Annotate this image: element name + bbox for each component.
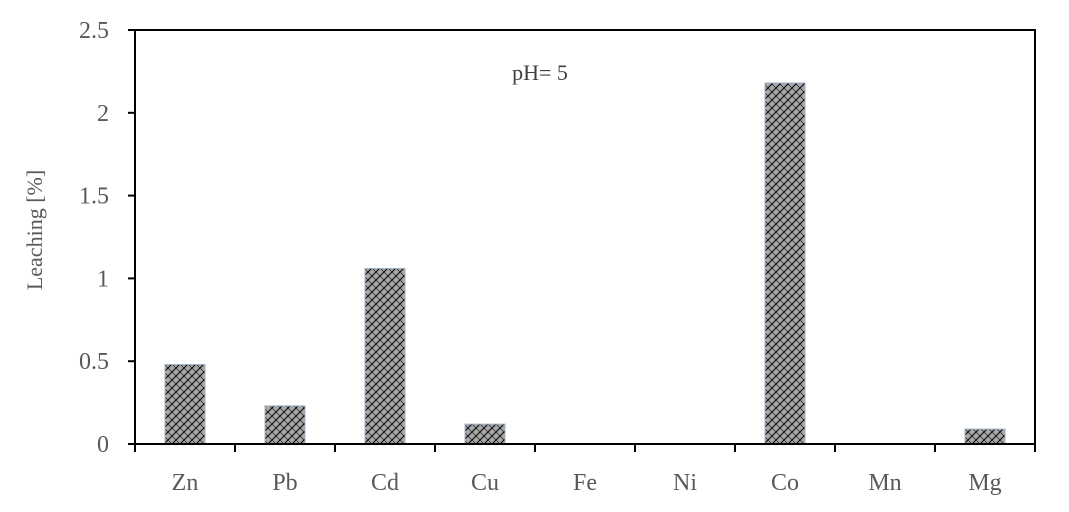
bars-group [164,82,1006,445]
x-tick-label-pb: Pb [272,470,297,496]
y-tick-label: 0 [97,432,109,458]
y-tick-label: 1.5 [79,184,109,210]
y-tick-label: 2 [97,101,109,127]
bar-mg [964,428,1006,445]
x-tick-label-cu: Cu [471,470,499,496]
y-tick-label: 2.5 [79,18,109,44]
x-tick-label-co: Co [771,470,799,496]
plot-frame [134,29,1036,445]
bar-cd [364,267,406,445]
x-axis: Zn Pb Cd Cu Fe Ni Co Mn Mg [134,444,1036,496]
x-tick-label-mg: Mg [968,470,1001,496]
x-tick-label-cd: Cd [371,470,399,496]
x-tick-label-fe: Fe [573,470,597,496]
y-axis-title: Leaching [%] [22,170,47,290]
y-axis: 0 0.5 1 1.5 2 2.5 [79,18,135,458]
bar-zn [164,364,206,445]
bar-pb [264,405,306,445]
ph-annotation: pH= 5 [512,60,568,85]
x-tick-label-ni: Ni [673,470,697,496]
x-tick-label-mn: Mn [868,470,901,496]
y-tick-label: 1 [97,266,109,292]
bar-co [764,82,806,445]
bar-cu [464,423,506,445]
x-tick-label-zn: Zn [172,470,199,496]
y-tick-label: 0.5 [79,349,109,375]
